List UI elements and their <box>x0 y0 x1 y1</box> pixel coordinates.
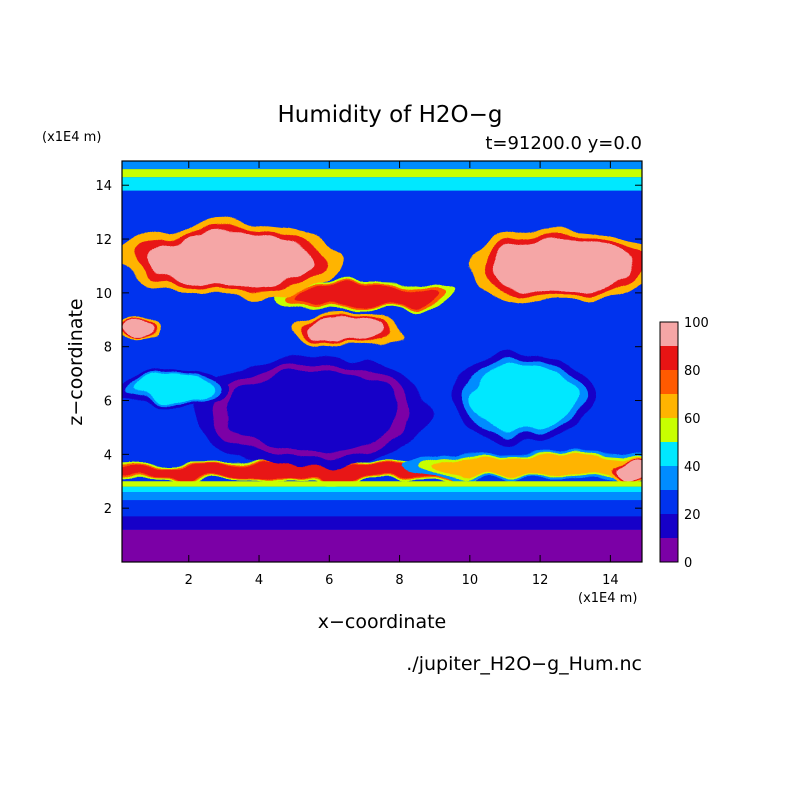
y-unit-label: (x1E4 m) <box>42 130 101 145</box>
colorbar-swatch <box>660 514 678 538</box>
x-tick-label: 6 <box>325 573 333 588</box>
humidity-feature <box>223 370 400 452</box>
plot-frame <box>121 160 643 563</box>
x-axis-label: x−coordinate <box>318 611 447 633</box>
humidity-band <box>122 492 642 501</box>
y-tick-label: 4 <box>104 448 112 463</box>
colorbar-swatch <box>660 370 678 394</box>
humidity-band <box>122 516 642 530</box>
humidity-feature <box>304 317 390 345</box>
humidity-feature <box>434 454 642 476</box>
y-tick-label: 6 <box>104 395 112 410</box>
humidity-feature <box>294 284 435 307</box>
chart-title: Humidity of H2O−g <box>278 102 503 128</box>
colorbar-swatch <box>660 394 678 418</box>
humidity-band <box>122 169 642 178</box>
y-tick-label: 8 <box>104 341 112 356</box>
humidity-field <box>122 224 642 482</box>
humidity-feature <box>122 462 488 479</box>
humidity-band <box>122 161 642 170</box>
colorbar-swatch <box>660 466 678 490</box>
horizontal-bands <box>122 161 642 562</box>
humidity-feature <box>122 319 158 336</box>
humidity-band <box>122 177 642 191</box>
humidity-band <box>122 529 642 562</box>
y-tick-label: 14 <box>95 179 112 194</box>
humidity-feature <box>613 462 642 479</box>
humidity-band <box>122 481 642 487</box>
colorbar-tick-label: 100 <box>684 316 709 331</box>
colorbar-swatch <box>660 490 678 514</box>
y-tick-label: 10 <box>95 287 112 302</box>
colorbar-tick-label: 60 <box>684 412 701 427</box>
colorbar-tick-label: 40 <box>684 460 701 475</box>
colorbar-tick-label: 20 <box>684 508 701 523</box>
x-unit-label: (x1E4 m) <box>578 591 637 606</box>
colorbar-swatch <box>660 322 678 346</box>
y-tick-label: 2 <box>104 502 112 517</box>
y-tick-label: 12 <box>95 233 112 248</box>
colorbar-frame <box>659 321 679 563</box>
colorbar-tick-label: 0 <box>684 556 692 571</box>
x-tick-label: 10 <box>462 573 479 588</box>
x-tick-label: 12 <box>532 573 549 588</box>
humidity-feature <box>129 376 214 404</box>
x-tick-label: 2 <box>185 573 193 588</box>
humidity-feature <box>469 365 576 431</box>
y-axis: 2 4 6 8 10 12 14 <box>95 179 642 517</box>
plot-area <box>122 161 642 562</box>
x-axis: 2 4 6 8 10 12 14 <box>185 161 619 588</box>
colorbar-swatch <box>660 442 678 466</box>
colorbar-swatch <box>660 346 678 370</box>
colorbar-tick-label: 80 <box>684 364 701 379</box>
colorbar-swatch <box>660 418 678 442</box>
chart-subtitle: t=91200.0 y=0.0 <box>485 133 642 154</box>
humidity-feature <box>146 233 316 288</box>
humidity-feature <box>490 239 632 293</box>
x-tick-label: 8 <box>395 573 403 588</box>
x-tick-label: 4 <box>255 573 263 588</box>
humidity-band <box>122 486 642 493</box>
colorbar-swatch <box>660 538 678 562</box>
colorbar: 0 20 40 60 80 100 <box>659 316 709 571</box>
x-tick-label: 14 <box>602 573 619 588</box>
humidity-band <box>122 500 642 517</box>
source-file-label: ./jupiter_H2O−g_Hum.nc <box>406 653 642 675</box>
y-axis-label: z−coordinate <box>65 298 87 425</box>
